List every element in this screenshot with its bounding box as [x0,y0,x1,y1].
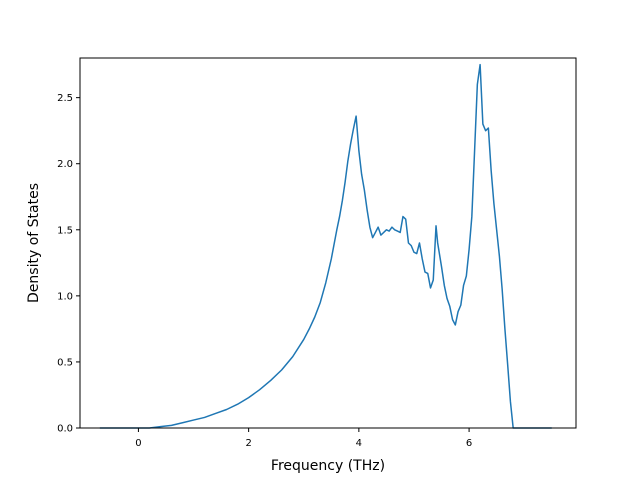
y-axis: 0.0 0.5 1.0 1.5 2.0 2.5 [57,93,80,435]
x-axis-label: Frequency (THz) [271,458,385,474]
x-tick-label: 2 [245,438,251,449]
x-axis: 0 2 4 6 [135,428,472,449]
plot-frame [79,57,577,429]
y-tick-label: 1.0 [57,291,73,302]
x-tick-label: 6 [466,438,472,449]
plot-area [99,63,552,429]
y-tick-label: 0.5 [57,357,73,368]
y-tick-label: 1.5 [57,225,73,236]
y-axis-label: Density of States [26,183,42,303]
x-tick-label: 4 [356,438,362,449]
y-tick-label: 0.0 [57,424,73,435]
y-tick-label: 2.0 [57,159,73,170]
dos-series-line-0 [99,63,552,429]
x-tick-label: 0 [135,438,141,449]
y-tick-label: 2.5 [57,93,73,104]
